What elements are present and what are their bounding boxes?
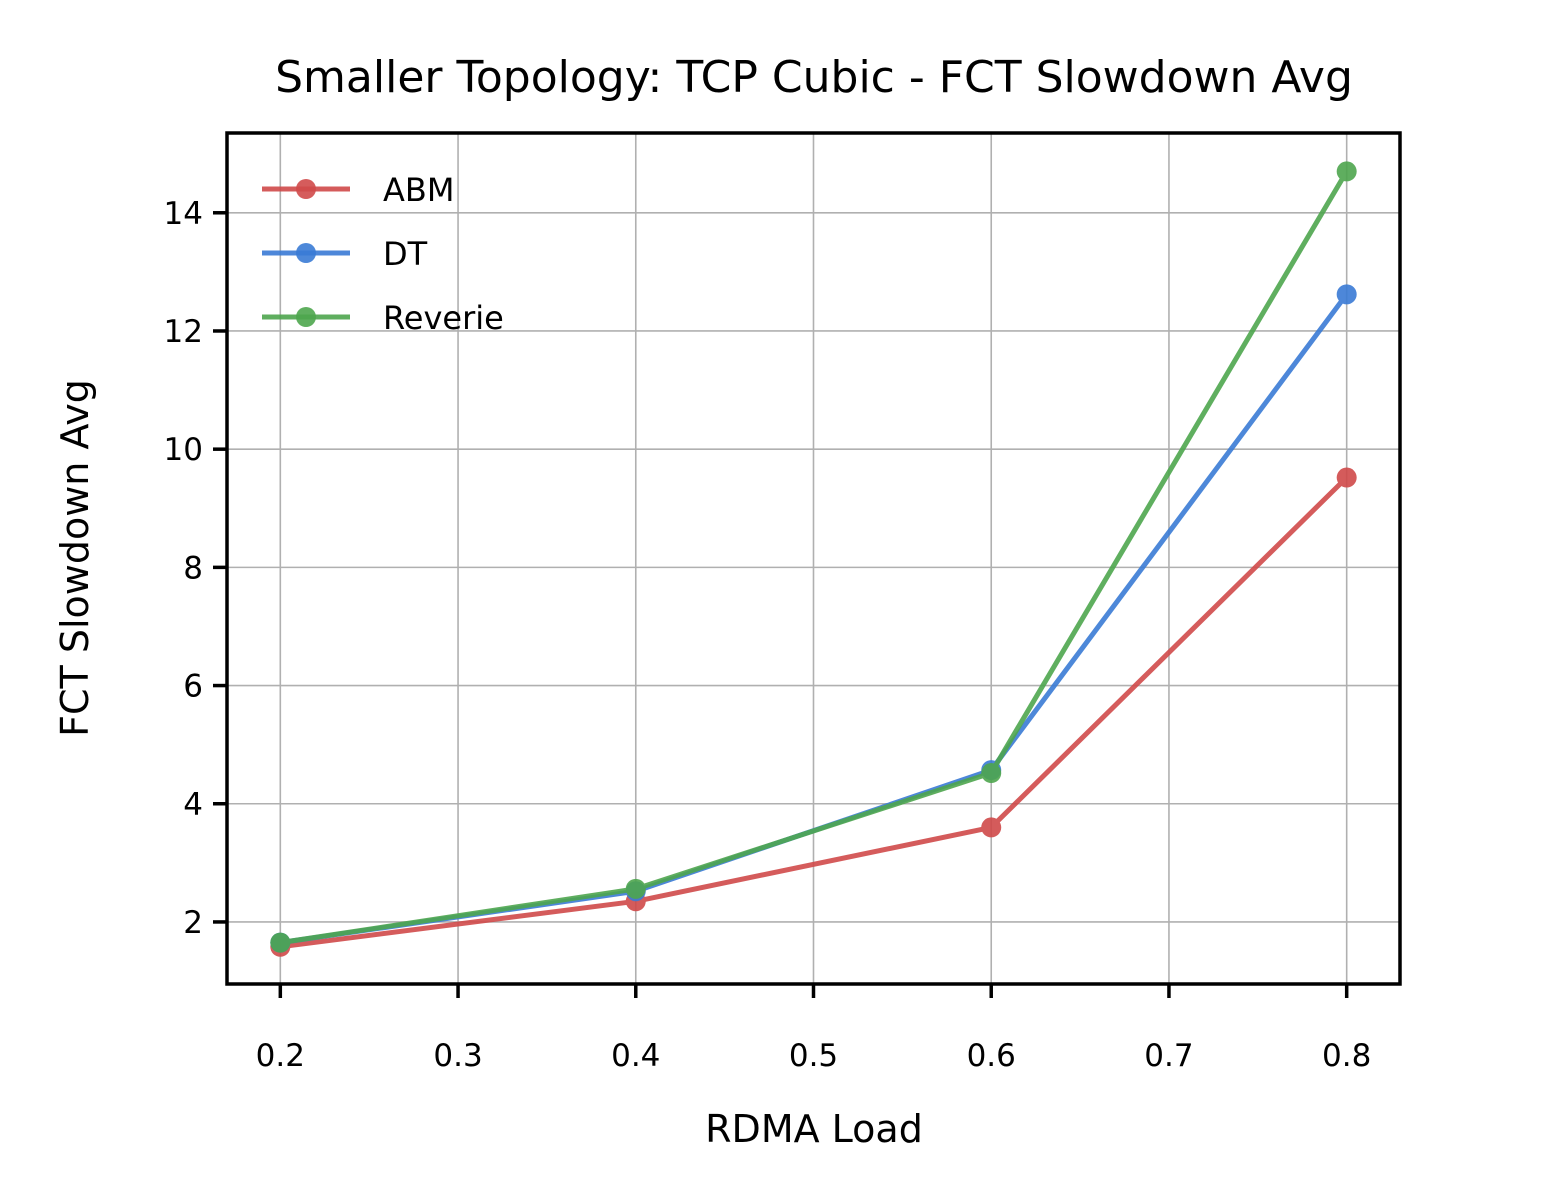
x-tick-label: 0.6 xyxy=(967,1038,1016,1074)
series-line xyxy=(279,170,1349,946)
chart-title: Smaller Topology: TCP Cubic - FCT Slowdo… xyxy=(275,52,1353,103)
x-tick-label: 0.7 xyxy=(1144,1038,1193,1074)
x-tick-label: 0.5 xyxy=(789,1038,838,1074)
data-point xyxy=(981,763,1002,784)
x-tick-label: 0.4 xyxy=(611,1038,660,1074)
y-tick-label: 6 xyxy=(183,669,203,705)
legend: ABM DT Reverie xyxy=(262,171,504,337)
legend-marker xyxy=(296,179,316,199)
x-tick-label: 0.2 xyxy=(256,1038,305,1074)
data-point xyxy=(1336,467,1357,488)
x-tick-label: 0.3 xyxy=(433,1038,482,1074)
data-point xyxy=(1336,284,1357,305)
legend-label: DT xyxy=(383,235,428,273)
y-axis-ticks: 2 4 6 8 10 12 14 xyxy=(164,196,227,941)
legend-label: Reverie xyxy=(383,299,504,337)
x-axis-label: RDMA Load xyxy=(705,1107,923,1151)
series-line xyxy=(279,475,1349,950)
y-tick-label: 4 xyxy=(183,787,203,823)
y-tick-label: 2 xyxy=(183,905,203,941)
data-point xyxy=(625,878,646,899)
y-tick-label: 8 xyxy=(183,550,203,586)
y-tick-label: 12 xyxy=(164,314,203,350)
data-point xyxy=(1336,161,1357,182)
legend-label: ABM xyxy=(383,171,454,209)
data-point xyxy=(270,932,291,953)
x-tick-label: 0.8 xyxy=(1322,1038,1371,1074)
data-point xyxy=(981,817,1002,838)
y-axis-label: FCT Slowdown Avg xyxy=(53,379,97,737)
legend-marker xyxy=(296,307,316,327)
legend-marker xyxy=(296,243,316,263)
legend-item: ABM xyxy=(262,171,454,209)
series-reverie xyxy=(270,161,1357,953)
y-tick-label: 14 xyxy=(164,196,203,232)
x-axis-ticks: 0.2 0.3 0.4 0.5 0.6 0.7 0.8 xyxy=(256,984,1371,1074)
legend-item: Reverie xyxy=(262,299,504,337)
grid-lines xyxy=(227,133,1400,984)
legend-item: DT xyxy=(262,235,428,273)
series-layer xyxy=(270,161,1357,957)
y-tick-label: 10 xyxy=(164,432,203,468)
